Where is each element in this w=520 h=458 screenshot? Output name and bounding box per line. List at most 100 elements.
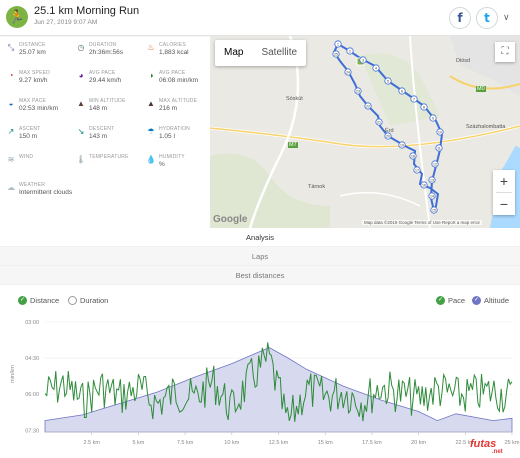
km-marker[interactable]	[428, 176, 436, 184]
y-tick-label: 04:30	[25, 356, 39, 362]
km-marker-label: 23	[356, 90, 360, 94]
stat-duration: ◷ DURATION 2h:36m:56s	[76, 41, 144, 69]
km-marker-label: 25	[334, 53, 338, 57]
km-marker-label: 10	[438, 131, 442, 135]
ascent-icon: ↗	[7, 127, 15, 136]
stat-label: HUMIDITY	[159, 154, 185, 160]
km-marker[interactable]	[364, 102, 372, 110]
x-tick-label: 12.5 km	[269, 440, 289, 446]
km-marker[interactable]	[435, 144, 443, 152]
km-marker[interactable]	[334, 40, 342, 48]
stat-value: %	[159, 161, 165, 168]
km-marker[interactable]	[384, 77, 392, 85]
cloud-icon: ☁	[7, 183, 15, 192]
km-marker[interactable]	[354, 87, 362, 95]
duration-label: Duration	[80, 296, 109, 305]
check-icon: ✓	[18, 296, 27, 305]
altitude-series-toggle[interactable]: ✓ Altitude	[472, 296, 509, 305]
x-tick-label: 15 km	[318, 440, 333, 446]
activity-date: Jun 27, 2019 9:07 AM	[34, 19, 98, 26]
stat-distance: ⤡ DISTANCE 25.07 km	[6, 41, 74, 69]
km-marker[interactable]	[413, 166, 421, 174]
tab-analysis[interactable]: Analysis	[0, 228, 520, 247]
km-marker[interactable]	[409, 152, 417, 160]
km-marker-label: 9	[432, 117, 434, 121]
km-marker-label: 5	[387, 80, 389, 84]
km-marker[interactable]	[332, 50, 340, 58]
km-marker-label: 17	[415, 169, 419, 173]
km-marker-label: 20	[386, 135, 390, 139]
km-marker-label: 18	[411, 155, 415, 159]
altitude-label: Altitude	[484, 296, 510, 305]
gauge-icon: ◕	[78, 71, 84, 80]
km-marker[interactable]	[398, 87, 406, 95]
km-marker[interactable]	[420, 181, 428, 189]
km-marker[interactable]	[359, 56, 367, 64]
km-marker[interactable]	[375, 118, 383, 126]
stat-hydration: ☂ HYDRATION 1.05 l	[146, 125, 214, 153]
x-tick-label: 17.5 km	[362, 440, 382, 446]
zoom-in-button[interactable]: +	[499, 173, 509, 189]
zoom-divider	[496, 192, 512, 193]
km-marker[interactable]	[410, 95, 418, 103]
stat-value: 2h:36m:56s	[89, 49, 123, 56]
distance-axis-toggle[interactable]: ✓ Distance	[18, 296, 59, 305]
max-altitude-icon: ▲	[147, 99, 155, 108]
km-marker[interactable]	[431, 160, 439, 168]
map-attribution[interactable]: Map data ©2019 Google Terms of Use Repor…	[362, 220, 483, 225]
km-marker-label: 13	[430, 179, 434, 183]
map-view-button[interactable]: Map	[224, 47, 244, 58]
map-type-toggle[interactable]: Map Satellite	[215, 40, 307, 66]
km-marker[interactable]	[428, 192, 436, 200]
duration-axis-toggle[interactable]: Duration	[68, 296, 108, 305]
km-marker[interactable]	[420, 103, 428, 111]
twitter-share-button[interactable]: t	[476, 7, 498, 29]
km-marker[interactable]	[346, 47, 354, 55]
km-marker[interactable]	[372, 64, 380, 72]
x-tick-label: 10 km	[224, 440, 239, 446]
km-marker[interactable]	[384, 132, 392, 140]
tab-best-distances[interactable]: Best distances	[0, 266, 520, 285]
pace-series-toggle[interactable]: ✓ Pace	[436, 296, 465, 305]
stopwatch-icon: ◷	[77, 43, 85, 52]
km-marker-label: 4	[375, 67, 377, 71]
stat-avg-pace: ◑ AVG PACE 06:08 min/km	[146, 69, 214, 97]
km-marker-label: 24	[346, 71, 350, 75]
x-tick-label: 25 km	[505, 440, 520, 446]
km-marker[interactable]	[436, 128, 444, 136]
check-icon: ✓	[472, 296, 481, 305]
radio-icon	[68, 296, 77, 305]
stat-value: 150 m	[19, 133, 38, 140]
facebook-share-button[interactable]: f	[449, 7, 471, 29]
km-marker[interactable]	[344, 68, 352, 76]
stat-label: AVG PACE	[159, 70, 186, 76]
fullscreen-icon[interactable]: ⛶	[495, 42, 515, 62]
stat-value: 148 m	[89, 105, 108, 112]
tab-laps[interactable]: Laps	[0, 247, 520, 266]
km-marker[interactable]	[430, 206, 438, 214]
map-canvas[interactable]: 1234567891011121314151617181920212223242…	[210, 36, 520, 228]
analysis-chart-panel: ✓ Distance Duration ✓ Pace ✓ Altitude 03…	[0, 286, 520, 458]
activity-title: 25.1 km Morning Run	[34, 5, 140, 17]
flame-icon: ♨	[147, 43, 155, 52]
stat-label: HYDRATION	[159, 126, 190, 132]
route-map[interactable]: 1 2 3 4 5 6 7 8 9 10 11 12 13 14 15 16 17 18 19 20 21 22 23 24 2…	[210, 36, 520, 228]
stat-ascent: ↗ ASCENT 150 m	[6, 125, 74, 153]
chevron-down-icon[interactable]: ∨	[503, 12, 510, 22]
stat-label: MAX ALTITUDE	[159, 98, 198, 104]
stat-value: 143 m	[89, 133, 108, 140]
satellite-view-button[interactable]: Satellite	[261, 47, 298, 58]
map-place-label: Diósd	[456, 58, 471, 64]
stat-label: WEATHER	[19, 182, 46, 188]
stat-max-pace: ◒ MAX PACE 02:53 min/km	[6, 97, 74, 125]
humidity-icon: 💧	[146, 155, 156, 164]
km-marker[interactable]	[429, 114, 437, 122]
road-label: M0	[476, 86, 486, 92]
km-marker[interactable]	[398, 141, 406, 149]
km-marker-label: 1	[337, 43, 339, 47]
zoom-out-button[interactable]: −	[499, 196, 509, 212]
stat-max-altitude: ▲ MAX ALTITUDE 216 m	[146, 97, 214, 125]
pace-altitude-chart[interactable]: 03:00 04:30 06:00 07:30 min/km 2.5 km 5 km 7.5 …	[0, 310, 520, 456]
stat-avg-pace: ◕ AVG PACE 29.44 km/h	[76, 69, 144, 97]
